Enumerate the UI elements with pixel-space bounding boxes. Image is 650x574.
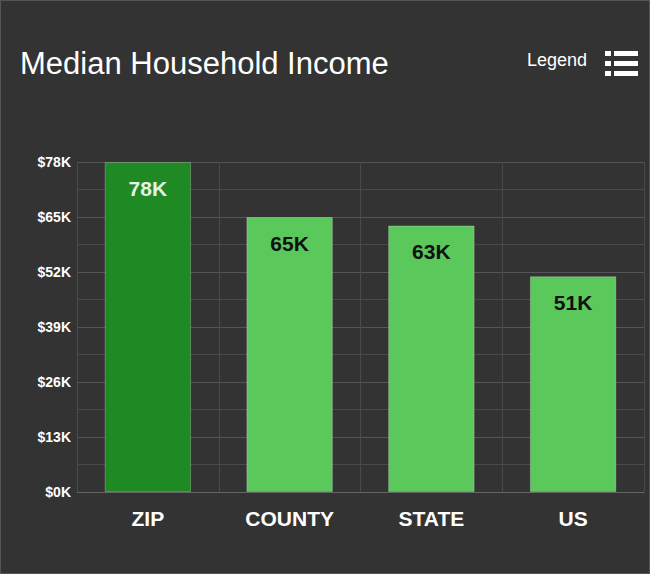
svg-text:Median Household Income: Median Household Income [20, 46, 389, 81]
svg-text:Legend: Legend [527, 50, 587, 70]
svg-text:$39K: $39K [38, 319, 71, 335]
svg-text:US: US [559, 507, 588, 530]
svg-text:ZIP: ZIP [132, 507, 165, 530]
svg-text:COUNTY: COUNTY [245, 507, 334, 530]
svg-text:$26K: $26K [38, 374, 71, 390]
svg-text:65K: 65K [270, 232, 309, 255]
svg-text:$52K: $52K [38, 264, 71, 280]
svg-text:51K: 51K [554, 291, 593, 314]
svg-text:$13K: $13K [38, 429, 71, 445]
svg-text:$0K: $0K [45, 484, 71, 500]
svg-text:63K: 63K [412, 240, 451, 263]
svg-text:78K: 78K [129, 177, 168, 200]
svg-text:$65K: $65K [38, 209, 71, 225]
svg-text:$78K: $78K [38, 154, 71, 170]
svg-text:STATE: STATE [399, 507, 465, 530]
